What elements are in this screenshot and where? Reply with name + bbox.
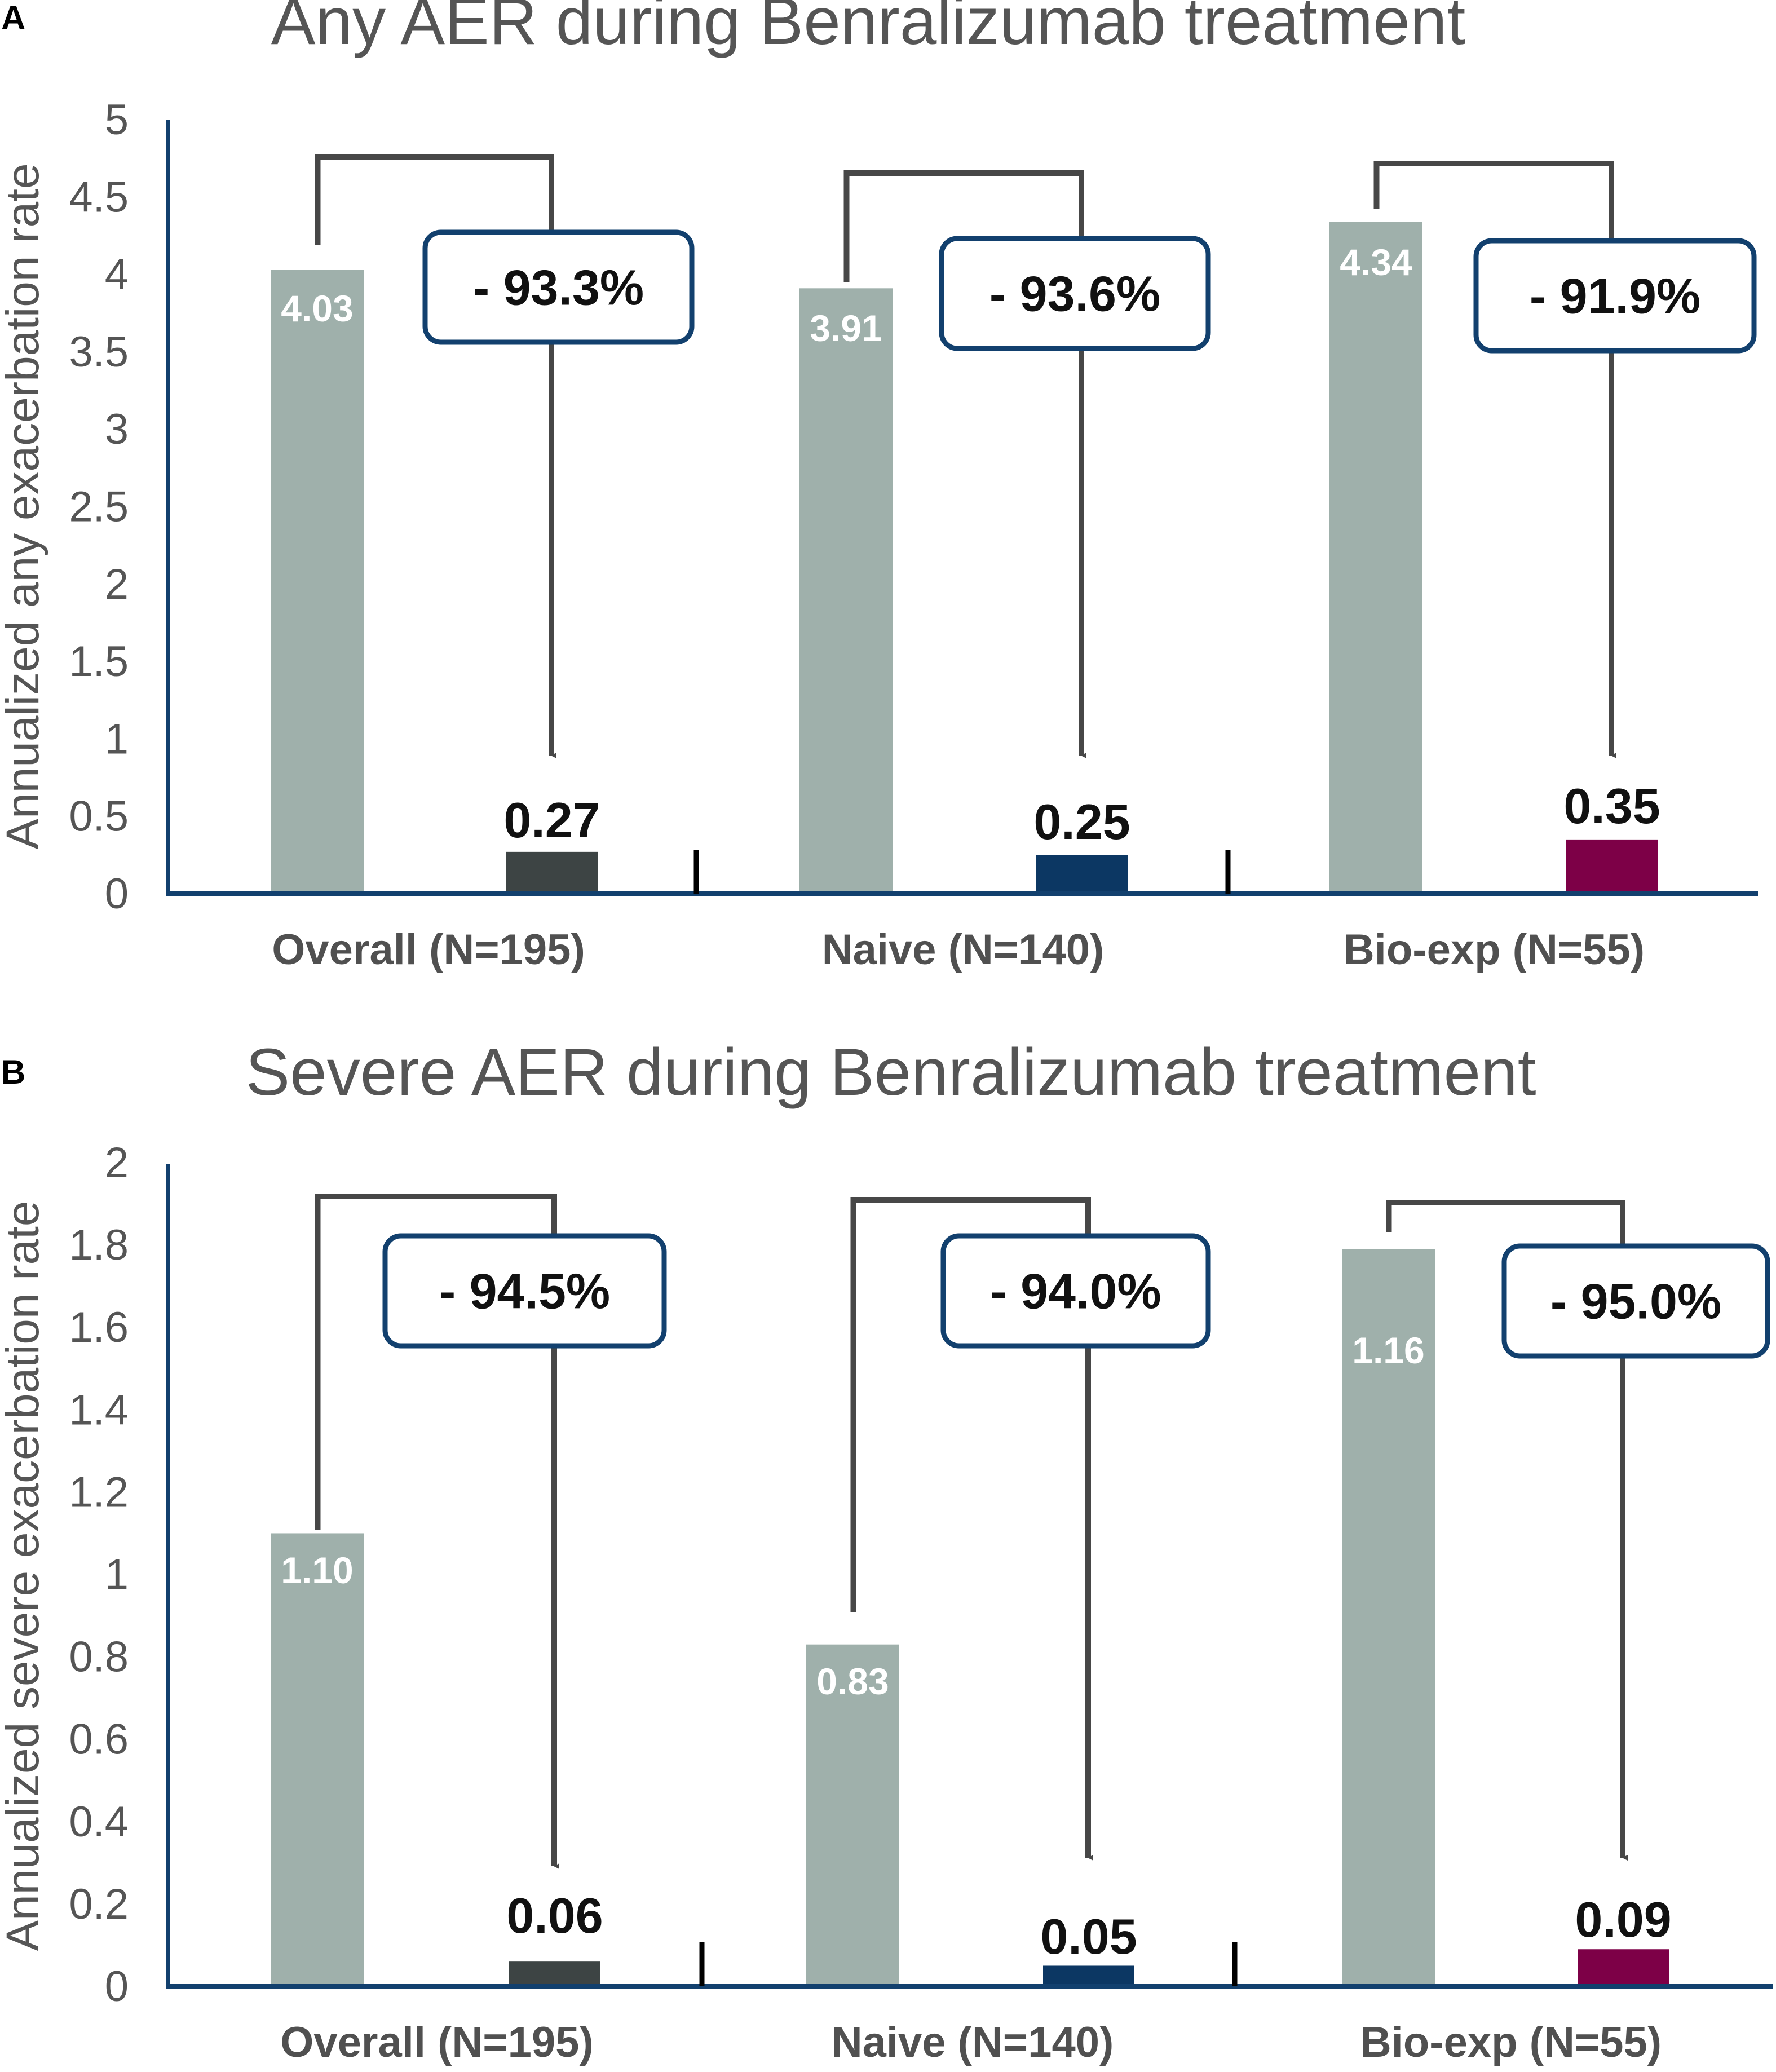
x-category-label: Overall (N=195): [280, 2018, 594, 2066]
y-tick-label: 4: [105, 251, 129, 299]
bar-before-label: 4.34: [1340, 241, 1412, 283]
reduction-box: [1473, 238, 1757, 354]
y-tick-label: 0: [105, 1963, 129, 2011]
y-tick-label: 4.5: [69, 173, 129, 221]
y-tick-label: 0.4: [69, 1798, 129, 1846]
bar-after-label: 0.06: [506, 1888, 603, 1943]
y-tick-label: 1: [105, 1551, 129, 1599]
panel-a: A Any AER during Benralizumab treatment An…: [0, 0, 1758, 974]
y-tick-label: 0: [105, 870, 129, 918]
reduction-percent: - 93.6%: [989, 266, 1160, 322]
reduction-bracket-arrow: [1386, 1200, 1628, 1861]
y-tick-label: 2.5: [69, 483, 129, 531]
bar-before: [1342, 1249, 1435, 1986]
bar-before-label: 0.83: [816, 1660, 889, 1702]
y-tick-label: 0.6: [69, 1716, 129, 1764]
bar-after: [1566, 839, 1658, 894]
reduction-bracket-arrow: [843, 170, 1086, 758]
bar-after-label: 0.35: [1563, 778, 1660, 834]
reduction-bracket-arrow: [315, 1194, 559, 1869]
reduction-bracket-arrow: [1373, 161, 1616, 758]
y-tick-label: 1.2: [69, 1468, 129, 1516]
y-tick-label: 3: [105, 405, 129, 453]
y-tick-label: 2: [105, 1139, 129, 1187]
bar-before-label: 4.03: [281, 288, 353, 329]
panel-b: B Severe AER during Benralizumab treatmen…: [0, 1035, 1773, 2066]
bar-before-label: 1.10: [281, 1549, 353, 1591]
reduction-percent: - 94.5%: [439, 1263, 610, 1319]
panel-letter: A: [1, 0, 25, 37]
bar-after: [506, 851, 598, 894]
reduction-percent: - 95.0%: [1550, 1274, 1721, 1329]
reduction-percent: - 94.0%: [990, 1263, 1161, 1319]
y-axis-label: Annualized any exacerbation rate: [0, 163, 48, 849]
bar-after-label: 0.05: [1040, 1908, 1137, 1964]
bar-before-label: 3.91: [810, 307, 882, 349]
y-tick-label: 1.4: [69, 1386, 129, 1434]
y-tick-label: 1.5: [69, 638, 129, 686]
y-tick-label: 0.8: [69, 1633, 129, 1681]
x-category-label: Naive (N=140): [822, 926, 1105, 974]
y-tick-label: 0.5: [69, 793, 129, 841]
panel-letter: B: [1, 1053, 25, 1091]
reduction-box: [1501, 1243, 1770, 1359]
bar-after: [509, 1961, 600, 1986]
bar-after: [1578, 1949, 1669, 1986]
bar-before: [799, 288, 893, 894]
y-axis-label: Annualized severe exacerbation rate: [0, 1200, 48, 1951]
reduction-percent: - 91.9%: [1530, 268, 1700, 324]
y-tick-label: 3.5: [69, 328, 129, 376]
bar-before: [1329, 222, 1422, 894]
chart-title: Any AER during Benralizumab treatment: [271, 0, 1466, 59]
bar-after-label: 0.25: [1033, 794, 1130, 850]
bar-after-label: 0.09: [1575, 1892, 1671, 1947]
bar-after: [1036, 855, 1128, 894]
y-tick-label: 1.6: [69, 1304, 129, 1351]
reduction-percent: - 93.3%: [473, 260, 644, 316]
bar-before: [806, 1644, 899, 1986]
bar-after: [1043, 1965, 1134, 1986]
bar-after-label: 0.27: [503, 792, 600, 848]
reduction-box: [422, 229, 695, 345]
reduction-bracket-arrow: [850, 1197, 1093, 1861]
reduction-box: [939, 236, 1211, 351]
y-tick-label: 2: [105, 560, 129, 608]
reduction-box: [940, 1233, 1211, 1349]
bar-before: [271, 270, 364, 894]
reduction-bracket-arrow: [315, 154, 556, 758]
y-tick-label: 1.8: [69, 1221, 129, 1269]
x-category-label: Bio-exp (N=55): [1360, 2018, 1662, 2066]
x-category-label: Bio-exp (N=55): [1344, 926, 1645, 974]
x-category-label: Naive (N=140): [832, 2018, 1114, 2066]
bar-before: [271, 1533, 364, 1986]
y-tick-label: 1: [105, 715, 129, 763]
x-category-label: Overall (N=195): [272, 926, 585, 974]
chart-title: Severe AER during Benralizumab treatment: [245, 1035, 1536, 1110]
y-tick-label: 0.2: [69, 1880, 129, 1928]
bar-before-label: 1.16: [1352, 1329, 1424, 1371]
y-tick-label: 5: [105, 96, 129, 144]
reduction-box: [382, 1233, 667, 1349]
